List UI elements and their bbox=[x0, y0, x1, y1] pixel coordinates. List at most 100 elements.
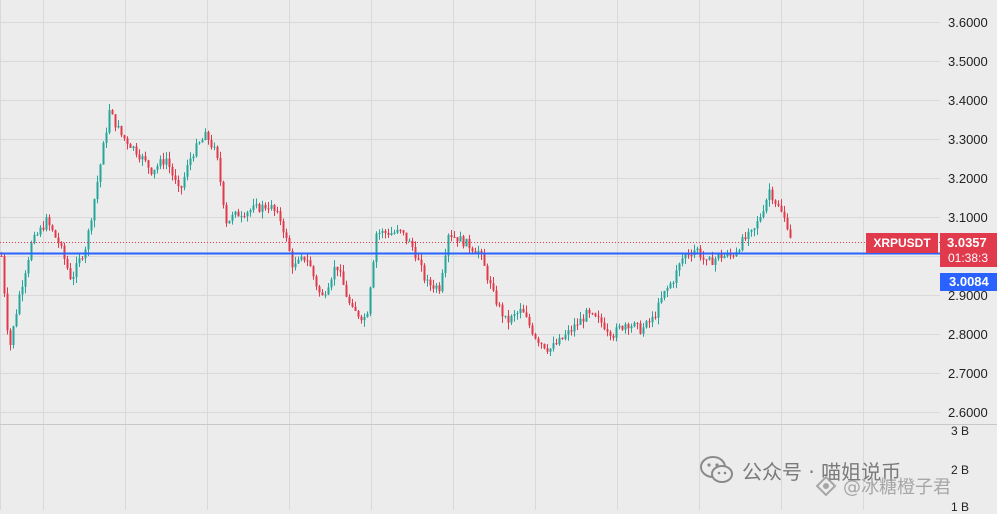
candle-body bbox=[447, 235, 450, 256]
candle-body bbox=[525, 312, 528, 317]
candle-body bbox=[585, 309, 588, 322]
candle-body bbox=[372, 262, 375, 288]
candle-body bbox=[690, 255, 693, 257]
candle-body bbox=[606, 329, 609, 332]
candle-body bbox=[642, 327, 645, 334]
candle-body bbox=[252, 205, 255, 211]
candle-body bbox=[63, 245, 66, 259]
candle-body bbox=[501, 304, 504, 317]
candle-body bbox=[333, 266, 336, 280]
candle-body bbox=[756, 221, 759, 229]
candle-body bbox=[354, 306, 357, 311]
candle-body bbox=[255, 204, 258, 206]
candle-body bbox=[231, 214, 234, 221]
candle-body bbox=[144, 156, 147, 161]
candle-body bbox=[327, 287, 330, 295]
candle-body bbox=[495, 290, 498, 305]
candle-body bbox=[459, 236, 462, 242]
candle-body bbox=[6, 293, 9, 331]
candle-body bbox=[18, 294, 21, 314]
candle-body bbox=[762, 211, 765, 218]
candle-body bbox=[249, 210, 252, 213]
candle-body bbox=[195, 143, 198, 157]
candle-body bbox=[54, 230, 57, 238]
candle-body bbox=[534, 334, 537, 339]
candle-body bbox=[309, 260, 312, 267]
candle-body bbox=[402, 230, 405, 233]
candle-body bbox=[300, 256, 303, 260]
candle-body bbox=[570, 330, 573, 332]
candle-body bbox=[15, 313, 18, 327]
candle-body bbox=[330, 279, 333, 288]
candle-body bbox=[219, 158, 222, 182]
candle-body bbox=[153, 169, 156, 175]
candle-body bbox=[594, 313, 597, 317]
y-tick-label: 3.3000 bbox=[948, 132, 988, 147]
candle-body bbox=[297, 259, 300, 264]
candle-body bbox=[483, 253, 486, 266]
candle-body bbox=[723, 256, 726, 259]
candle-body bbox=[282, 221, 285, 233]
candle-body bbox=[405, 232, 408, 242]
candle-body bbox=[618, 326, 621, 328]
candle-body bbox=[276, 210, 279, 212]
candle-body bbox=[687, 254, 690, 256]
candle-body bbox=[408, 240, 411, 242]
candle-body bbox=[669, 283, 672, 288]
candle-body bbox=[783, 211, 786, 218]
candle-body bbox=[732, 255, 735, 257]
bar-countdown: 01:38:3 bbox=[948, 251, 989, 265]
candle-body bbox=[150, 167, 153, 175]
candle-body bbox=[558, 337, 561, 345]
watermark-author: @冰糖橙子君 bbox=[843, 477, 951, 498]
candle-body bbox=[69, 268, 72, 280]
candle-body bbox=[366, 313, 369, 318]
candle-body bbox=[375, 233, 378, 263]
candle-body bbox=[72, 276, 75, 280]
price-axis[interactable]: 3.6000 3.5000 3.4000 3.3000 3.2000 3.1000 2.90… bbox=[948, 15, 988, 420]
watermark-sub: @冰糖橙子君 bbox=[815, 472, 951, 500]
candle-body bbox=[342, 271, 345, 285]
candle-body bbox=[615, 327, 618, 338]
candle-body bbox=[174, 175, 177, 180]
candle-body bbox=[135, 146, 138, 155]
candle-body bbox=[768, 189, 771, 200]
candle-body bbox=[600, 317, 603, 323]
candle-body bbox=[489, 280, 492, 284]
candle-body bbox=[726, 253, 729, 257]
candle-body bbox=[678, 263, 681, 271]
candle-body bbox=[750, 230, 753, 232]
candle-body bbox=[36, 234, 39, 236]
candle-body bbox=[747, 231, 750, 240]
candle-body bbox=[507, 315, 510, 323]
candle-body bbox=[630, 326, 633, 329]
candle-body bbox=[42, 227, 45, 230]
candle-body bbox=[696, 248, 699, 251]
candle-body bbox=[714, 258, 717, 265]
candle-body bbox=[480, 250, 483, 254]
candle-body bbox=[360, 316, 363, 321]
candle-body bbox=[162, 159, 165, 165]
candle-body bbox=[165, 158, 168, 165]
candle-body bbox=[549, 348, 552, 352]
candle-body bbox=[378, 232, 381, 234]
candle-body bbox=[393, 232, 396, 234]
candle-body bbox=[789, 229, 792, 238]
candle-body bbox=[123, 135, 126, 139]
candle-body bbox=[705, 259, 708, 261]
candle-body bbox=[240, 216, 243, 218]
candle-body bbox=[27, 260, 30, 274]
candle-body bbox=[264, 204, 267, 209]
candle-body bbox=[720, 254, 723, 259]
candle-body bbox=[579, 318, 582, 325]
candle-body bbox=[468, 238, 471, 249]
candle-body bbox=[417, 258, 420, 260]
candle-body bbox=[603, 322, 606, 330]
candle-body bbox=[612, 335, 615, 338]
candle-body bbox=[315, 276, 318, 287]
candle-body bbox=[573, 324, 576, 332]
candle-body bbox=[633, 322, 636, 327]
candle-body bbox=[741, 237, 744, 251]
y-tick-label: 3.2000 bbox=[948, 171, 988, 186]
